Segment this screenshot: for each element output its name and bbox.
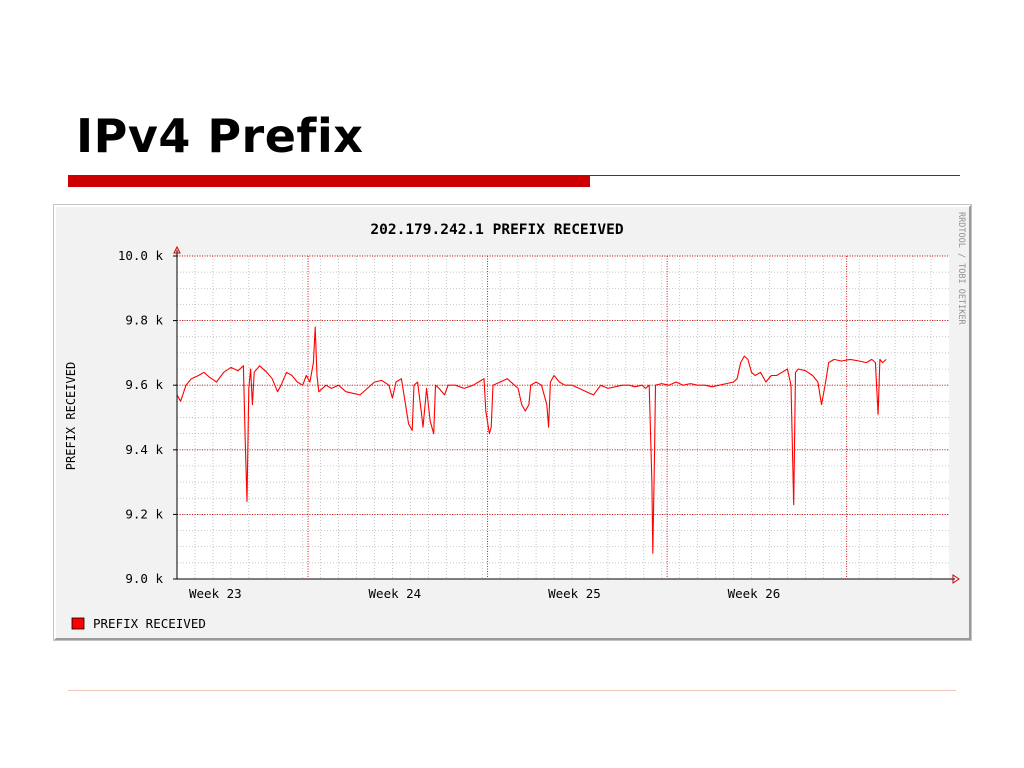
y-tick-label: 9.4 k [125, 442, 163, 457]
major-grid [177, 255, 949, 579]
y-axis-label: PREFIX RECEIVED [64, 362, 78, 470]
plot-area [177, 256, 949, 579]
x-tick-label: Week 24 [369, 586, 422, 601]
title-underline-thin [590, 175, 960, 176]
legend: PREFIX RECEIVED [71, 616, 206, 631]
series-line [176, 326, 887, 554]
slide-title: IPv4 Prefix [76, 109, 364, 163]
x-tick-label: Week 23 [189, 586, 242, 601]
chart-canvas: 9.0 k 9.2 k 9.4 k 9.6 k 9.8 k 10.0 k Week 23 We… [56, 207, 969, 638]
x-axis-arrow [952, 574, 960, 584]
y-tick-label: 9.0 k [125, 571, 163, 586]
axes [173, 245, 960, 584]
x-tick-label: Week 26 [728, 586, 781, 601]
rrd-chart-image: 9.0 k 9.2 k 9.4 k 9.6 k 9.8 k 10.0 k Week 23 We… [53, 204, 972, 641]
y-tick-label: 9.6 k [125, 377, 163, 392]
title-underline-thick [68, 175, 590, 187]
tick-labels: 9.0 k 9.2 k 9.4 k 9.6 k 9.8 k 10.0 k Week 23 We… [118, 248, 780, 601]
x-tick-label: Week 25 [548, 586, 601, 601]
y-axis-arrow [173, 245, 181, 254]
series-layer [176, 326, 887, 554]
y-tick-label: 9.8 k [125, 313, 163, 328]
y-tick-label: 10.0 k [118, 248, 164, 263]
footer-rule [68, 690, 956, 691]
y-tick-label: 9.2 k [125, 506, 163, 521]
legend-swatch [71, 617, 85, 630]
chart-title: 202.179.242.1 PREFIX RECEIVED [370, 222, 623, 238]
rrdtool-watermark: RRDTOOL / TOBI OETIKER [956, 212, 966, 325]
legend-label: PREFIX RECEIVED [93, 616, 206, 631]
